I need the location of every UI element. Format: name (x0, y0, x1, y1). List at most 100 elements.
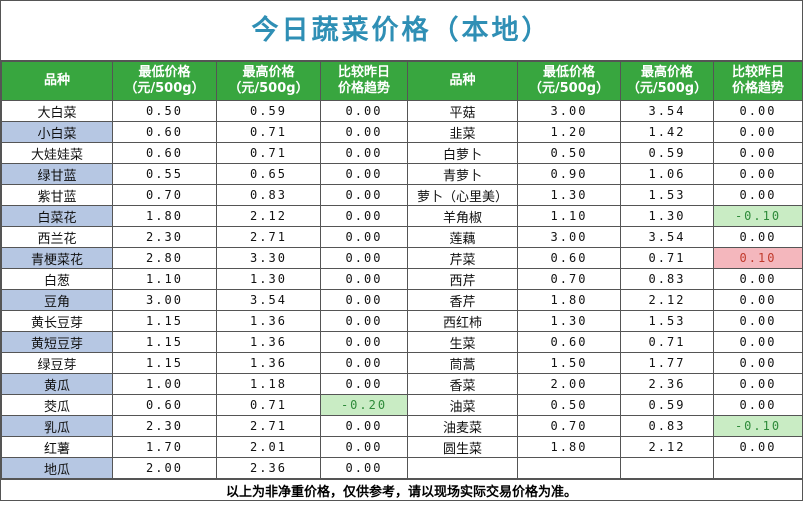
left-name-cell: 茭瓜 (1, 394, 113, 416)
right-trend-cell: 0.00 (713, 100, 803, 122)
right-trend-cell: 0.00 (713, 394, 803, 416)
right-trend-cell: -0.10 (713, 415, 803, 437)
left-low-cell: 0.70 (112, 184, 217, 206)
table-row: 青梗菜花 2.80 3.30 0.00 芹菜 0.60 0.71 0.10 (1, 247, 803, 269)
left-name-cell: 红薯 (1, 436, 113, 458)
left-name-cell: 白菜花 (1, 205, 113, 227)
left-trend-cell: 0.00 (320, 226, 408, 248)
header-trend-left: 比较昨日 价格趋势 (320, 61, 408, 101)
header-row: 品种 最低价格 （元/500g） 最高价格 （元/500g） 比较昨日 价格趋势 品种… (1, 61, 803, 101)
page-title: 今日蔬菜价格（本地） (1, 1, 802, 61)
table-row: 黄短豆芽 1.15 1.36 0.00 生菜 0.60 0.71 0.00 (1, 331, 803, 353)
right-empty-cell (517, 457, 621, 479)
left-low-cell: 1.10 (112, 268, 217, 290)
right-low-cell: 2.00 (517, 373, 621, 395)
right-name-cell: 圆生菜 (407, 436, 518, 458)
left-name-cell: 黄短豆芽 (1, 331, 113, 353)
left-trend-cell: 0.00 (320, 184, 408, 206)
left-high-cell: 1.30 (216, 268, 321, 290)
right-name-cell: 西红柿 (407, 310, 518, 332)
header-high-left: 最高价格 （元/500g） (216, 61, 321, 101)
right-high-cell: 3.54 (620, 226, 714, 248)
left-high-cell: 1.36 (216, 310, 321, 332)
right-trend-cell: 0.00 (713, 373, 803, 395)
left-trend-cell: 0.00 (320, 289, 408, 311)
right-low-cell: 0.60 (517, 331, 621, 353)
right-low-cell: 0.70 (517, 415, 621, 437)
left-name-cell: 绿豆芽 (1, 352, 113, 374)
left-low-cell: 0.50 (112, 100, 217, 122)
table-row: 绿豆芽 1.15 1.36 0.00 茼蒿 1.50 1.77 0.00 (1, 352, 803, 374)
left-high-cell: 0.71 (216, 142, 321, 164)
left-low-cell: 1.80 (112, 205, 217, 227)
right-trend-cell: -0.10 (713, 205, 803, 227)
left-name-cell: 绿甘蓝 (1, 163, 113, 185)
right-name-cell: 青萝卜 (407, 163, 518, 185)
right-name-cell: 香芹 (407, 289, 518, 311)
left-trend-cell: 0.00 (320, 352, 408, 374)
right-trend-cell: 0.10 (713, 247, 803, 269)
table-body: 大白菜 0.50 0.59 0.00 平菇 3.00 3.54 0.00 小白菜 0.60 0.71… (1, 100, 803, 479)
left-trend-cell: 0.00 (320, 163, 408, 185)
header-name-right: 品种 (407, 61, 518, 101)
right-high-cell: 0.59 (620, 394, 714, 416)
right-trend-cell: 0.00 (713, 310, 803, 332)
table-row: 地瓜 2.00 2.36 0.00 (1, 457, 803, 479)
right-name-cell: 平菇 (407, 100, 518, 122)
left-name-cell: 乳瓜 (1, 415, 113, 437)
right-low-cell: 1.20 (517, 121, 621, 143)
left-low-cell: 0.60 (112, 394, 217, 416)
right-high-cell: 1.06 (620, 163, 714, 185)
right-low-cell: 1.10 (517, 205, 621, 227)
left-trend-cell: 0.00 (320, 100, 408, 122)
left-low-cell: 1.70 (112, 436, 217, 458)
right-low-cell: 1.30 (517, 184, 621, 206)
left-trend-cell: 0.00 (320, 247, 408, 269)
right-low-cell: 1.30 (517, 310, 621, 332)
right-high-cell: 0.71 (620, 331, 714, 353)
header-name-left: 品种 (1, 61, 113, 101)
left-trend-cell: 0.00 (320, 331, 408, 353)
left-name-cell: 黄瓜 (1, 373, 113, 395)
right-low-cell: 0.50 (517, 394, 621, 416)
right-high-cell: 1.30 (620, 205, 714, 227)
right-high-cell: 0.59 (620, 142, 714, 164)
table-row: 黄瓜 1.00 1.18 0.00 香菜 2.00 2.36 0.00 (1, 373, 803, 395)
right-name-cell: 油菜 (407, 394, 518, 416)
right-name-cell: 生菜 (407, 331, 518, 353)
right-trend-cell: 0.00 (713, 436, 803, 458)
left-trend-cell: -0.20 (320, 394, 408, 416)
table-row: 白菜花 1.80 2.12 0.00 羊角椒 1.10 1.30 -0.10 (1, 205, 803, 227)
table-row: 豆角 3.00 3.54 0.00 香芹 1.80 2.12 0.00 (1, 289, 803, 311)
right-name-cell: 香菜 (407, 373, 518, 395)
left-trend-cell: 0.00 (320, 310, 408, 332)
left-high-cell: 2.71 (216, 226, 321, 248)
table-row: 紫甘蓝 0.70 0.83 0.00 萝卜（心里美） 1.30 1.53 0.00 (1, 184, 803, 206)
left-low-cell: 1.15 (112, 331, 217, 353)
left-low-cell: 0.55 (112, 163, 217, 185)
left-high-cell: 3.30 (216, 247, 321, 269)
right-name-cell: 茼蒿 (407, 352, 518, 374)
right-low-cell: 0.60 (517, 247, 621, 269)
right-low-cell: 1.80 (517, 436, 621, 458)
left-low-cell: 3.00 (112, 289, 217, 311)
left-trend-cell: 0.00 (320, 436, 408, 458)
left-name-cell: 大娃娃菜 (1, 142, 113, 164)
right-high-cell: 1.42 (620, 121, 714, 143)
left-name-cell: 豆角 (1, 289, 113, 311)
left-low-cell: 2.00 (112, 457, 217, 479)
left-trend-cell: 0.00 (320, 142, 408, 164)
table-row: 黄长豆芽 1.15 1.36 0.00 西红柿 1.30 1.53 0.00 (1, 310, 803, 332)
left-high-cell: 0.65 (216, 163, 321, 185)
price-table: 品种 最低价格 （元/500g） 最高价格 （元/500g） 比较昨日 价格趋势 品种… (1, 61, 803, 479)
left-high-cell: 2.12 (216, 205, 321, 227)
table-row: 西兰花 2.30 2.71 0.00 莲藕 3.00 3.54 0.00 (1, 226, 803, 248)
left-high-cell: 1.36 (216, 352, 321, 374)
left-low-cell: 0.60 (112, 121, 217, 143)
left-high-cell: 0.83 (216, 184, 321, 206)
right-high-cell: 3.54 (620, 100, 714, 122)
right-name-cell: 韭菜 (407, 121, 518, 143)
right-high-cell: 0.83 (620, 415, 714, 437)
left-name-cell: 小白菜 (1, 121, 113, 143)
right-name-cell: 白萝卜 (407, 142, 518, 164)
